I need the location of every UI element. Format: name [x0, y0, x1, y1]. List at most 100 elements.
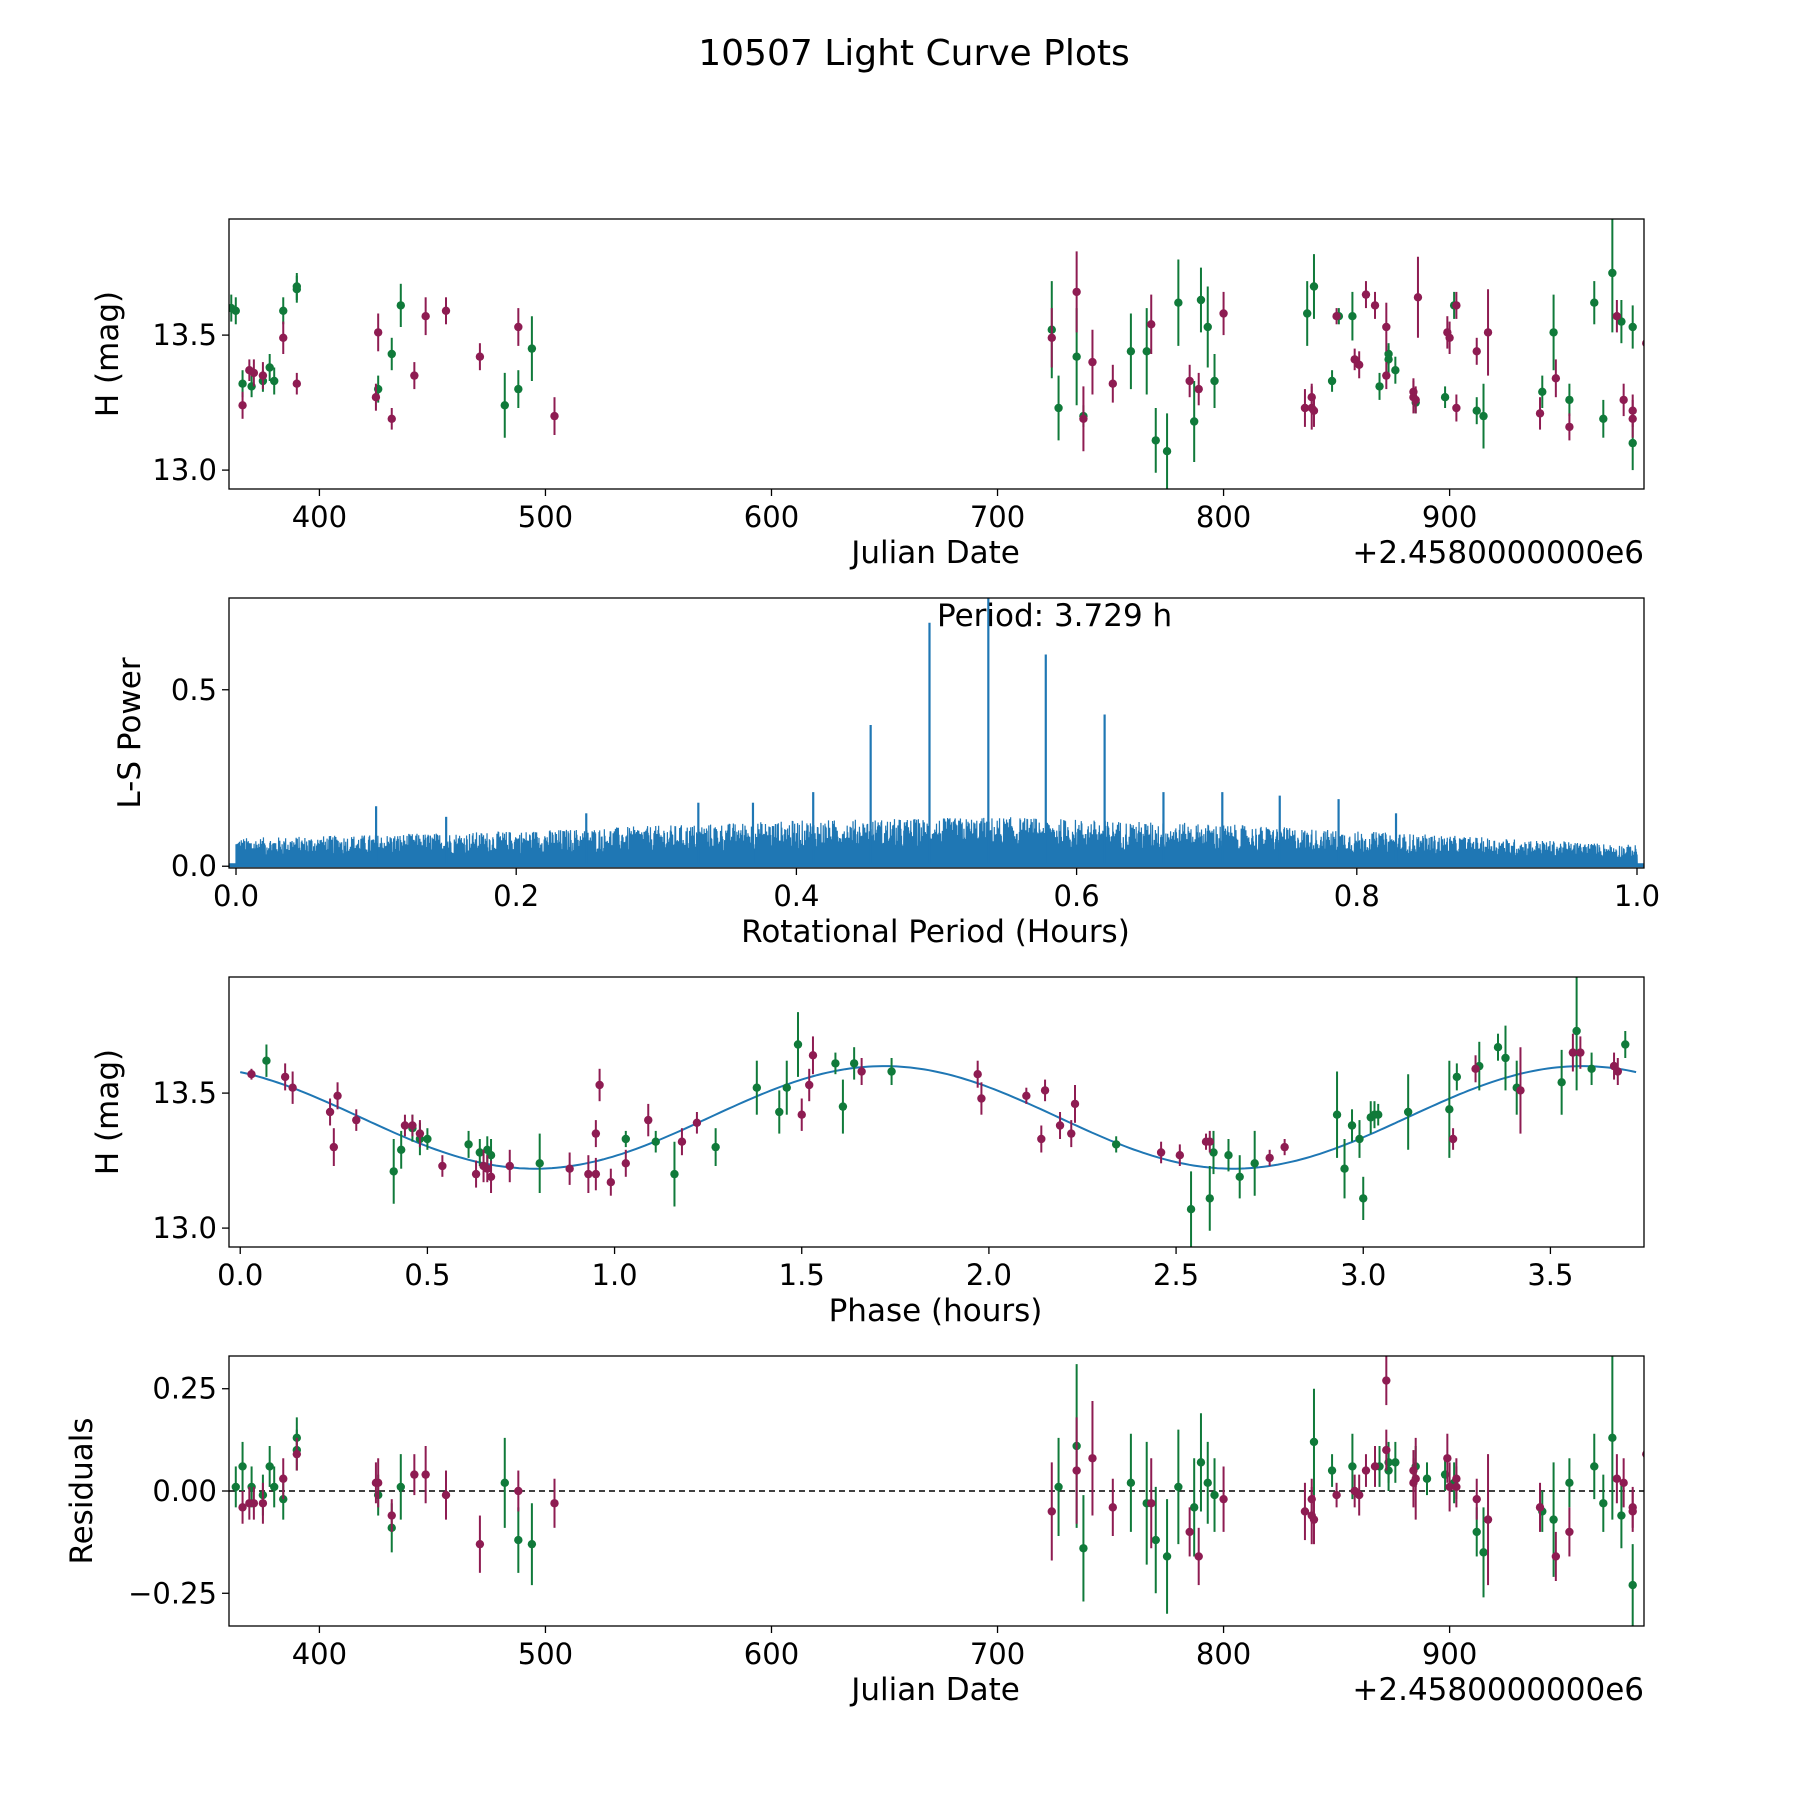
data-point: [1054, 403, 1063, 413]
x-tick-label: 0.0: [217, 1258, 263, 1292]
y-tick-label: −0.25: [128, 1576, 217, 1610]
x-tick-label: 800: [1196, 500, 1251, 534]
data-point: [1493, 1043, 1503, 1052]
periodogram-xlabel: Rotational Period (Hours): [741, 914, 1130, 950]
data-point: [1628, 438, 1637, 448]
data-point: [270, 1482, 279, 1492]
data-point: [1354, 1490, 1364, 1500]
data-point: [258, 371, 268, 380]
data-point: [838, 1102, 848, 1111]
data-point: [238, 379, 247, 388]
lightcurve-xlabel: Julian Date: [849, 535, 1020, 571]
data-point: [1501, 1053, 1510, 1063]
data-point: [1055, 1121, 1065, 1130]
data-point: [1185, 1527, 1194, 1537]
lightcurve-marks: [229, 219, 1644, 489]
data-point: [550, 1499, 559, 1508]
data-point: [471, 1169, 481, 1179]
data-point: [670, 1169, 679, 1179]
data-point: [1628, 414, 1637, 423]
data-point: [1382, 1376, 1391, 1385]
data-point: [1126, 347, 1136, 356]
data-point: [1374, 1110, 1383, 1119]
y-tick-label: 0.5: [171, 673, 217, 707]
data-point: [1599, 1499, 1608, 1508]
data-point: [1203, 322, 1212, 332]
data-point: [1219, 1494, 1228, 1504]
data-point: [410, 1470, 419, 1479]
data-point: [1411, 1474, 1420, 1483]
data-point: [1309, 1515, 1319, 1524]
data-point: [793, 1040, 803, 1049]
data-point: [1327, 1466, 1337, 1475]
data-point: [857, 1067, 866, 1076]
data-point: [595, 1080, 604, 1090]
data-point: [1382, 371, 1391, 380]
periodogram-marks: [229, 598, 1644, 868]
data-point: [408, 1121, 417, 1130]
data-point: [1088, 357, 1097, 367]
data-point: [329, 1142, 339, 1152]
data-point: [1551, 1552, 1561, 1561]
lightcurve-panel: 400 500 600 700 800 900 13.0 13.5 Julian Date H…: [90, 218, 1645, 571]
data-point: [1549, 328, 1558, 337]
data-point: [292, 285, 302, 294]
y-tick-label: 13.0: [152, 453, 217, 487]
data-point: [1210, 376, 1219, 386]
data-point: [1445, 1105, 1454, 1114]
data-point: [1088, 1454, 1097, 1463]
data-point: [1156, 1148, 1166, 1157]
x-tick-label: 700: [970, 1637, 1025, 1671]
data-point: [1348, 312, 1357, 321]
data-point: [1565, 395, 1574, 405]
data-point: [1126, 1478, 1136, 1488]
data-point: [1483, 328, 1493, 337]
data-point: [775, 1107, 784, 1117]
data-point: [1300, 403, 1310, 413]
data-point: [1072, 1466, 1081, 1475]
data-point: [1359, 1194, 1368, 1203]
periodogram-baseline: [229, 863, 1644, 868]
periodogram-frame: [228, 597, 1645, 869]
data-point: [1309, 1437, 1319, 1447]
data-point: [1472, 1527, 1481, 1537]
data-point: [1037, 1134, 1046, 1144]
data-point: [977, 1094, 986, 1103]
data-point: [677, 1137, 687, 1146]
data-point: [973, 1070, 982, 1079]
data-point: [371, 393, 381, 402]
data-point: [1194, 384, 1203, 394]
data-point: [514, 1486, 523, 1496]
residuals-xlabel: Julian Date: [849, 1672, 1020, 1708]
data-point: [1054, 1482, 1063, 1492]
data-point: [1422, 1474, 1432, 1483]
data-point: [1175, 1151, 1185, 1160]
data-point: [1452, 1482, 1461, 1492]
periodogram-line: [235, 817, 1638, 867]
x-tick-label: 2.0: [966, 1258, 1012, 1292]
data-point: [1535, 409, 1545, 418]
data-point: [279, 306, 288, 315]
data-point: [410, 371, 419, 380]
data-point: [1370, 301, 1380, 310]
x-tick-label: 700: [970, 500, 1025, 534]
data-point: [1162, 1552, 1172, 1561]
data-point: [1642, 1450, 1644, 1458]
data-point: [584, 1169, 593, 1179]
data-point: [1347, 1121, 1357, 1130]
phased-ylabel: H (mag): [90, 1049, 126, 1175]
data-point: [1079, 1544, 1088, 1553]
data-point: [400, 1121, 410, 1130]
data-point: [1471, 1064, 1480, 1074]
data-point: [415, 1129, 425, 1138]
data-point: [1612, 312, 1622, 321]
data-point: [333, 1091, 342, 1101]
data-point: [1370, 1462, 1380, 1471]
data-point: [1196, 1458, 1206, 1467]
data-point: [1590, 1462, 1599, 1471]
y-tick-label: 0.0: [171, 849, 217, 883]
data-point: [1354, 360, 1364, 369]
data-point: [387, 414, 396, 423]
data-point: [505, 1161, 514, 1171]
